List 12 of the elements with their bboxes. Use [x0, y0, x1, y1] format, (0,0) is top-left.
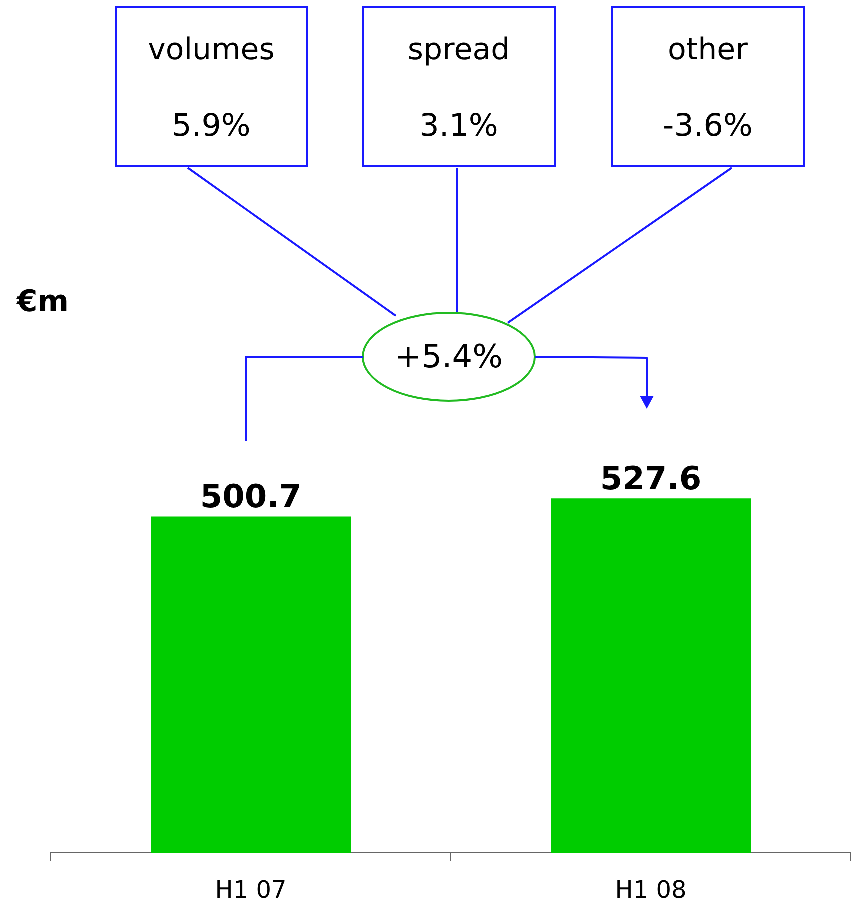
text: volumes [148, 32, 275, 68]
data-label: 500.7 [200, 478, 302, 516]
text: other [668, 32, 748, 68]
text: 3.1% [420, 108, 498, 144]
data-label: 527.6 [600, 460, 702, 498]
text: +5.4% [394, 337, 504, 376]
text: spread [408, 32, 510, 68]
x-tick-label: H1 08 [615, 876, 687, 904]
text: €m [16, 284, 70, 320]
text: 5.9% [172, 108, 251, 144]
text: -3.6% [663, 108, 753, 144]
x-tick-label: H1 07 [215, 876, 287, 904]
